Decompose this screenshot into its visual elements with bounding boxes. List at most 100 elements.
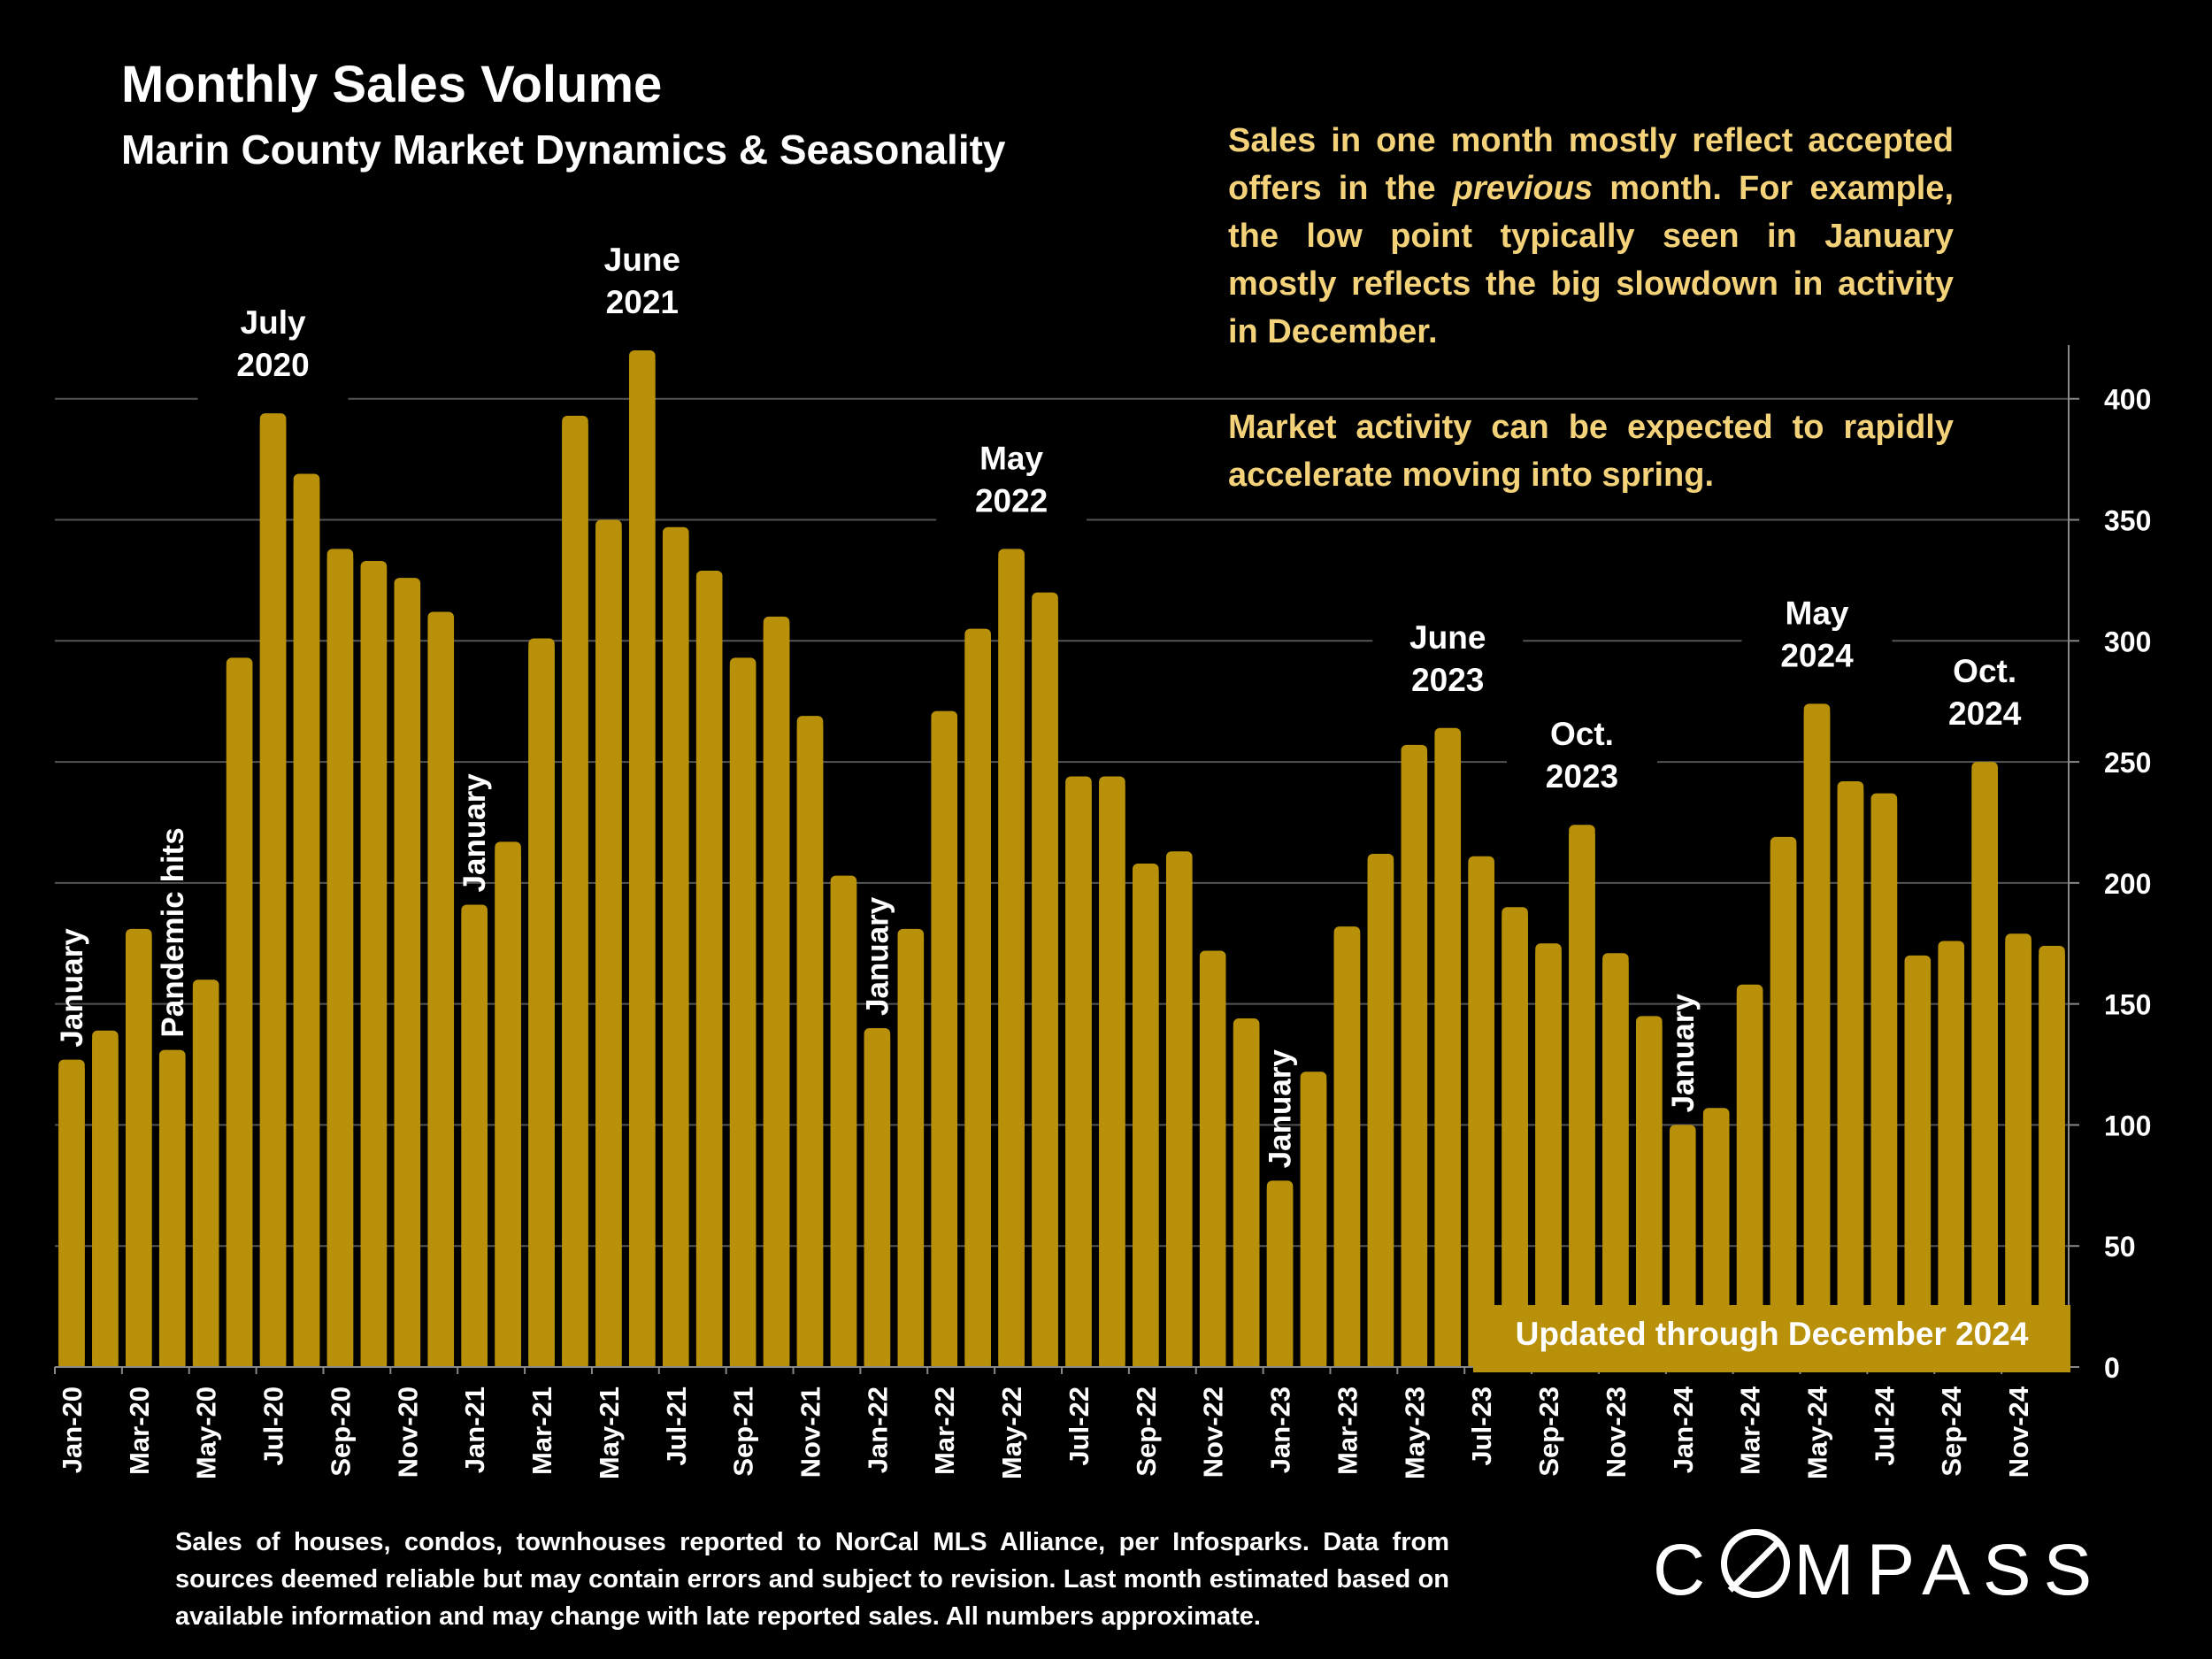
bar-base-Jun-21 bbox=[629, 359, 656, 1367]
annotation-label: 2022 bbox=[975, 482, 1048, 518]
x-tick-label: Nov-20 bbox=[392, 1386, 423, 1478]
annotation-label: May bbox=[1786, 595, 1849, 631]
bar-base-Jan-23 bbox=[1266, 1189, 1294, 1367]
annotation-label: January bbox=[1666, 994, 1701, 1113]
updated-badge: Updated through December 2024 bbox=[1473, 1305, 2070, 1372]
bar-base-Sep-24 bbox=[1938, 949, 1965, 1367]
bar-base-Dec-22 bbox=[1233, 1027, 1260, 1367]
bar-base-Jun-24 bbox=[1837, 789, 1864, 1367]
annotation-mask bbox=[936, 437, 1087, 537]
bar-base-Nov-23 bbox=[1602, 962, 1629, 1367]
bar-base-Nov-24 bbox=[2005, 942, 2032, 1367]
explanatory-note: Sales in one month mostly reflect accept… bbox=[1228, 117, 1954, 547]
axes: 0 50 100 150 200 250 300 350 400 Jan-20 Mar-20 May-… bbox=[54, 345, 2151, 1479]
gridlines bbox=[55, 397, 2069, 1248]
y-tick-label: 0 bbox=[2104, 1352, 2120, 1384]
x-tick-label: May-22 bbox=[996, 1386, 1027, 1479]
bar-base-Apr-21 bbox=[562, 424, 588, 1368]
bar-base-Aug-24 bbox=[1904, 964, 1932, 1367]
compass-logo: C MPASS bbox=[1653, 1529, 2104, 1612]
annotation-mask bbox=[566, 239, 718, 338]
bar-base-Dec-20 bbox=[427, 620, 455, 1367]
annotations: January Pandemic hits July 2020 January June 2… bbox=[55, 239, 2061, 1169]
bar-base-Apr-22 bbox=[964, 637, 991, 1367]
x-tick-label: Mar-23 bbox=[1332, 1386, 1363, 1475]
bar-base-Jan-20 bbox=[58, 1068, 85, 1367]
bar-base-May-20 bbox=[192, 988, 219, 1367]
annotation-label: January bbox=[860, 896, 895, 1016]
annotation-mask bbox=[1741, 592, 1893, 692]
x-tick-label: Nov-22 bbox=[1198, 1386, 1229, 1478]
x-tick-label: Jul-23 bbox=[1466, 1386, 1497, 1466]
bar-base-Dec-21 bbox=[830, 884, 857, 1367]
annotation-label: July bbox=[241, 304, 306, 341]
bar-base-Mar-20 bbox=[126, 937, 152, 1367]
bar-base-Jun-22 bbox=[1032, 601, 1058, 1367]
y-tick-label: 250 bbox=[2104, 747, 2151, 779]
bar-base-May-22 bbox=[998, 557, 1025, 1367]
bar-base-Oct-23 bbox=[1569, 833, 1595, 1367]
chart-subtitle: Marin County Market Dynamics & Seasonali… bbox=[121, 127, 1006, 173]
bar-base-Nov-22 bbox=[1199, 959, 1226, 1367]
annotation-label: June bbox=[604, 242, 680, 278]
y-tick-label: 400 bbox=[2104, 384, 2151, 416]
note-text-emphasis: previous bbox=[1452, 170, 1594, 207]
bar-base-Aug-21 bbox=[695, 579, 723, 1367]
x-tick-label: Sep-21 bbox=[728, 1386, 759, 1477]
bar-base-Aug-22 bbox=[1099, 785, 1125, 1367]
bar-base-Jun-20 bbox=[226, 666, 253, 1367]
x-tick-label: Mar-24 bbox=[1735, 1386, 1766, 1475]
bar-base-Sep-23 bbox=[1535, 952, 1562, 1367]
chart-title: Monthly Sales Volume bbox=[121, 56, 663, 113]
bar-base-Jul-24 bbox=[1870, 802, 1898, 1367]
bar-base-Oct-20 bbox=[360, 570, 388, 1367]
bar-base-Jan-21 bbox=[461, 913, 488, 1367]
x-tick-label: Nov-21 bbox=[795, 1386, 826, 1478]
y-tick-label: 150 bbox=[2104, 989, 2151, 1021]
bar-base-Jul-21 bbox=[662, 535, 689, 1367]
bars bbox=[58, 350, 2065, 1368]
x-tick-label: Jan-23 bbox=[1265, 1386, 1296, 1473]
y-tick-label: 100 bbox=[2104, 1110, 2151, 1141]
bar-base-Oct-24 bbox=[1971, 771, 1998, 1367]
annotation-label: January bbox=[1263, 1049, 1298, 1169]
bar-base-Oct-21 bbox=[763, 625, 790, 1367]
note-text-b: month. For example, the low point typica… bbox=[1228, 170, 1954, 350]
logo-o-icon bbox=[1721, 1529, 1791, 1598]
x-tick-label: Jul-20 bbox=[258, 1386, 289, 1466]
bar-base-Jul-23 bbox=[1468, 864, 1494, 1367]
bar-base-Sep-21 bbox=[729, 666, 757, 1367]
annotation-label: January bbox=[457, 773, 492, 893]
y-tick-label: 300 bbox=[2104, 626, 2151, 657]
x-tick-label: Jul-24 bbox=[1869, 1386, 1900, 1465]
annotation-label: June bbox=[1409, 619, 1486, 656]
bar-base-May-24 bbox=[1803, 712, 1831, 1367]
note-text-a: Sales in one month mostly reflect accept… bbox=[1228, 122, 1954, 207]
annotation-label: 2024 bbox=[1780, 637, 1854, 673]
x-tick-label: Nov-24 bbox=[2003, 1386, 2034, 1478]
annotation-label: Oct. bbox=[1953, 653, 2016, 689]
note-paragraph-2: Market activity can be expected to rapid… bbox=[1228, 409, 1954, 494]
x-tick-label: May-20 bbox=[191, 1386, 222, 1479]
x-tick-label: Jan-24 bbox=[1668, 1386, 1699, 1473]
bar-base-Sep-20 bbox=[326, 557, 354, 1367]
source-footnote: Sales of houses, condos, townhouses repo… bbox=[175, 1528, 1449, 1631]
bar-base-May-21 bbox=[595, 528, 622, 1367]
x-tick-label: Jul-21 bbox=[661, 1386, 692, 1466]
annotation-mask bbox=[1506, 713, 1657, 813]
x-tick-label: Sep-20 bbox=[325, 1386, 356, 1477]
bar-base-Apr-23 bbox=[1367, 863, 1394, 1367]
x-tick-label: Jan-22 bbox=[862, 1386, 893, 1473]
bar-base-Sep-22 bbox=[1133, 872, 1159, 1367]
bar-base-Mar-22 bbox=[931, 719, 958, 1367]
bar-base-Apr-20 bbox=[158, 1058, 186, 1367]
annotation-label: 2021 bbox=[606, 284, 679, 320]
bar-base-May-23 bbox=[1401, 753, 1428, 1367]
x-tick-label: Mar-20 bbox=[124, 1386, 155, 1475]
bar-base-Oct-22 bbox=[1165, 860, 1193, 1367]
annotation-label: 2024 bbox=[1948, 695, 2022, 732]
logo-text-c: C bbox=[1653, 1530, 1718, 1610]
bar-base-Jul-20 bbox=[259, 422, 287, 1368]
x-tick-label: Mar-21 bbox=[526, 1386, 557, 1475]
annotation-label: 2020 bbox=[236, 347, 309, 383]
